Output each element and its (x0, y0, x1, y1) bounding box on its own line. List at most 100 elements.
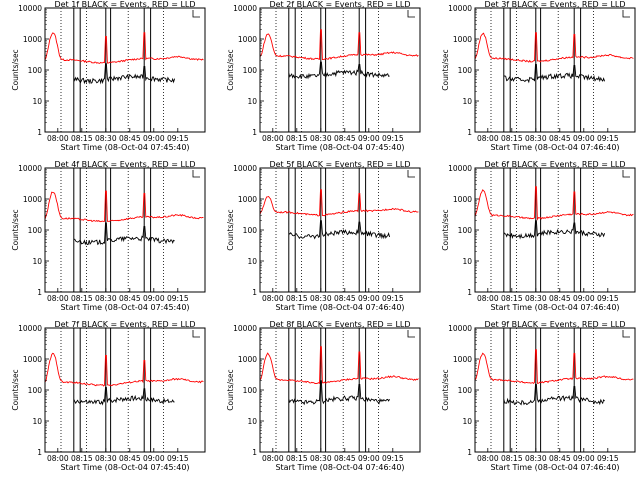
y-tick-label: 1 (37, 448, 42, 457)
y-tick-label: 10 (32, 257, 42, 266)
x-tick-label: 08:00 (262, 134, 284, 143)
plot-frame (474, 7, 636, 133)
y-tick-label: 1 (467, 448, 472, 457)
y-tick-label: 10000 (448, 164, 472, 173)
panel-title: Det 9f BLACK = Events, RED = LLD (484, 320, 625, 329)
corner-legend-mark (407, 10, 415, 18)
x-tick-label: 08:30 (525, 134, 547, 143)
y-tick-label: 100 (28, 386, 43, 395)
y-tick-label: 10 (462, 97, 472, 106)
events-series-line (503, 64, 606, 84)
x-tick-label: 08:00 (47, 294, 69, 303)
x-axis-label: Start Time (08-Oct-04 07:46:40) (490, 143, 619, 152)
x-tick-label: 08:45 (119, 454, 141, 463)
events-series-line (288, 61, 390, 80)
panel-title: Det 1f BLACK = Events, RED = LLD (54, 0, 195, 9)
y-tick-label: 100 (243, 66, 258, 75)
x-tick-label: 09:15 (167, 454, 189, 463)
y-tick-label: 100 (458, 386, 473, 395)
y-tick-label: 10000 (18, 324, 42, 333)
y-tick-label: 10000 (448, 324, 472, 333)
detector-panel: Det 3f BLACK = Events, RED = LLD 1 10 100 10… (441, 0, 636, 152)
x-axis-label: Start Time (08-Oct-04 07:45:40) (60, 463, 189, 472)
x-tick-label: 09:15 (167, 294, 189, 303)
x-tick-label: 08:45 (334, 134, 356, 143)
y-tick-label: 1000 (238, 195, 257, 204)
x-axis-label: Start Time (08-Oct-04 07:46:40) (275, 303, 404, 312)
x-tick-label: 08:15 (71, 294, 93, 303)
y-tick-label: 1 (252, 448, 257, 457)
y-axis-label: Counts/sec (226, 49, 235, 90)
x-tick-label: 08:30 (310, 134, 332, 143)
y-tick-label: 100 (458, 226, 473, 235)
y-tick-label: 100 (458, 66, 473, 75)
x-tick-label: 08:45 (334, 294, 356, 303)
plot-frame (259, 7, 421, 133)
y-tick-label: 1000 (23, 355, 42, 364)
detector-panel: Det 8f BLACK = Events, RED = LLD 1 10 100 10… (226, 320, 421, 472)
y-axis-label: Counts/sec (11, 369, 20, 410)
x-tick-label: 09:00 (358, 134, 380, 143)
y-tick-label: 1 (37, 288, 42, 297)
lld-series-line (44, 352, 204, 387)
x-tick-label: 09:00 (143, 134, 165, 143)
x-tick-label: 08:00 (477, 294, 499, 303)
x-tick-label: 09:00 (358, 454, 380, 463)
x-tick-label: 08:00 (477, 134, 499, 143)
y-tick-label: 10000 (233, 4, 257, 13)
x-tick-label: 09:15 (382, 134, 404, 143)
y-tick-label: 1 (37, 128, 42, 137)
x-tick-label: 09:00 (143, 294, 165, 303)
y-tick-label: 10000 (18, 164, 42, 173)
y-tick-label: 1000 (238, 355, 257, 364)
y-axis-label: Counts/sec (441, 49, 450, 90)
detector-panel: Det 6f BLACK = Events, RED = LLD 1 10 100 10… (441, 160, 636, 312)
x-tick-label: 08:00 (477, 454, 499, 463)
y-tick-label: 100 (28, 66, 43, 75)
x-tick-label: 08:45 (549, 454, 571, 463)
y-tick-label: 10000 (233, 164, 257, 173)
panel-title: Det 2f BLACK = Events, RED = LLD (269, 0, 410, 9)
x-axis-label: Start Time (08-Oct-04 07:46:40) (490, 463, 619, 472)
x-axis-label: Start Time (08-Oct-04 07:45:40) (275, 143, 404, 152)
y-tick-label: 1000 (453, 35, 472, 44)
y-tick-label: 10000 (448, 4, 472, 13)
detector-panel: Det 9f BLACK = Events, RED = LLD 1 10 100 10… (441, 320, 636, 472)
lld-series-line (474, 32, 634, 63)
y-axis-label: Counts/sec (226, 209, 235, 250)
events-series-line (288, 380, 390, 406)
panel-title: Det 3f BLACK = Events, RED = LLD (484, 0, 625, 9)
x-tick-label: 08:15 (501, 134, 523, 143)
detector-panel: Det 7f BLACK = Events, RED = LLD 1 10 100 10… (11, 320, 206, 472)
panel-title: Det 4f BLACK = Events, RED = LLD (54, 160, 195, 169)
y-tick-label: 100 (243, 386, 258, 395)
x-tick-label: 08:00 (262, 454, 284, 463)
y-tick-label: 100 (243, 226, 258, 235)
x-tick-label: 08:45 (334, 454, 356, 463)
x-tick-label: 08:00 (262, 294, 284, 303)
detector-panel: Det 4f BLACK = Events, RED = LLD 1 10 100 10… (11, 160, 206, 312)
x-axis-label: Start Time (08-Oct-04 07:45:40) (60, 303, 189, 312)
events-series-line (73, 63, 176, 85)
y-tick-label: 1 (252, 288, 257, 297)
y-axis-label: Counts/sec (441, 209, 450, 250)
x-axis-label: Start Time (08-Oct-04 07:46:40) (490, 303, 619, 312)
plot-frame (44, 7, 206, 133)
panel-title: Det 5f BLACK = Events, RED = LLD (269, 160, 410, 169)
corner-legend-mark (407, 330, 415, 338)
detector-panel: Det 1f BLACK = Events, RED = LLD 1 10 100 10… (11, 0, 206, 152)
x-tick-label: 08:45 (119, 294, 141, 303)
y-tick-label: 100 (28, 226, 43, 235)
lld-series-line (259, 189, 419, 217)
corner-legend-mark (407, 170, 415, 178)
y-tick-label: 10 (247, 417, 257, 426)
x-tick-label: 09:00 (143, 454, 165, 463)
x-tick-label: 08:30 (310, 454, 332, 463)
events-series-line (288, 220, 391, 240)
x-tick-label: 09:00 (573, 454, 595, 463)
x-tick-label: 08:00 (47, 454, 69, 463)
detector-panel: Det 5f BLACK = Events, RED = LLD 1 10 100 10… (226, 160, 421, 312)
corner-legend-mark (192, 170, 200, 178)
x-tick-label: 08:15 (501, 294, 523, 303)
lld-series-line (259, 346, 419, 385)
